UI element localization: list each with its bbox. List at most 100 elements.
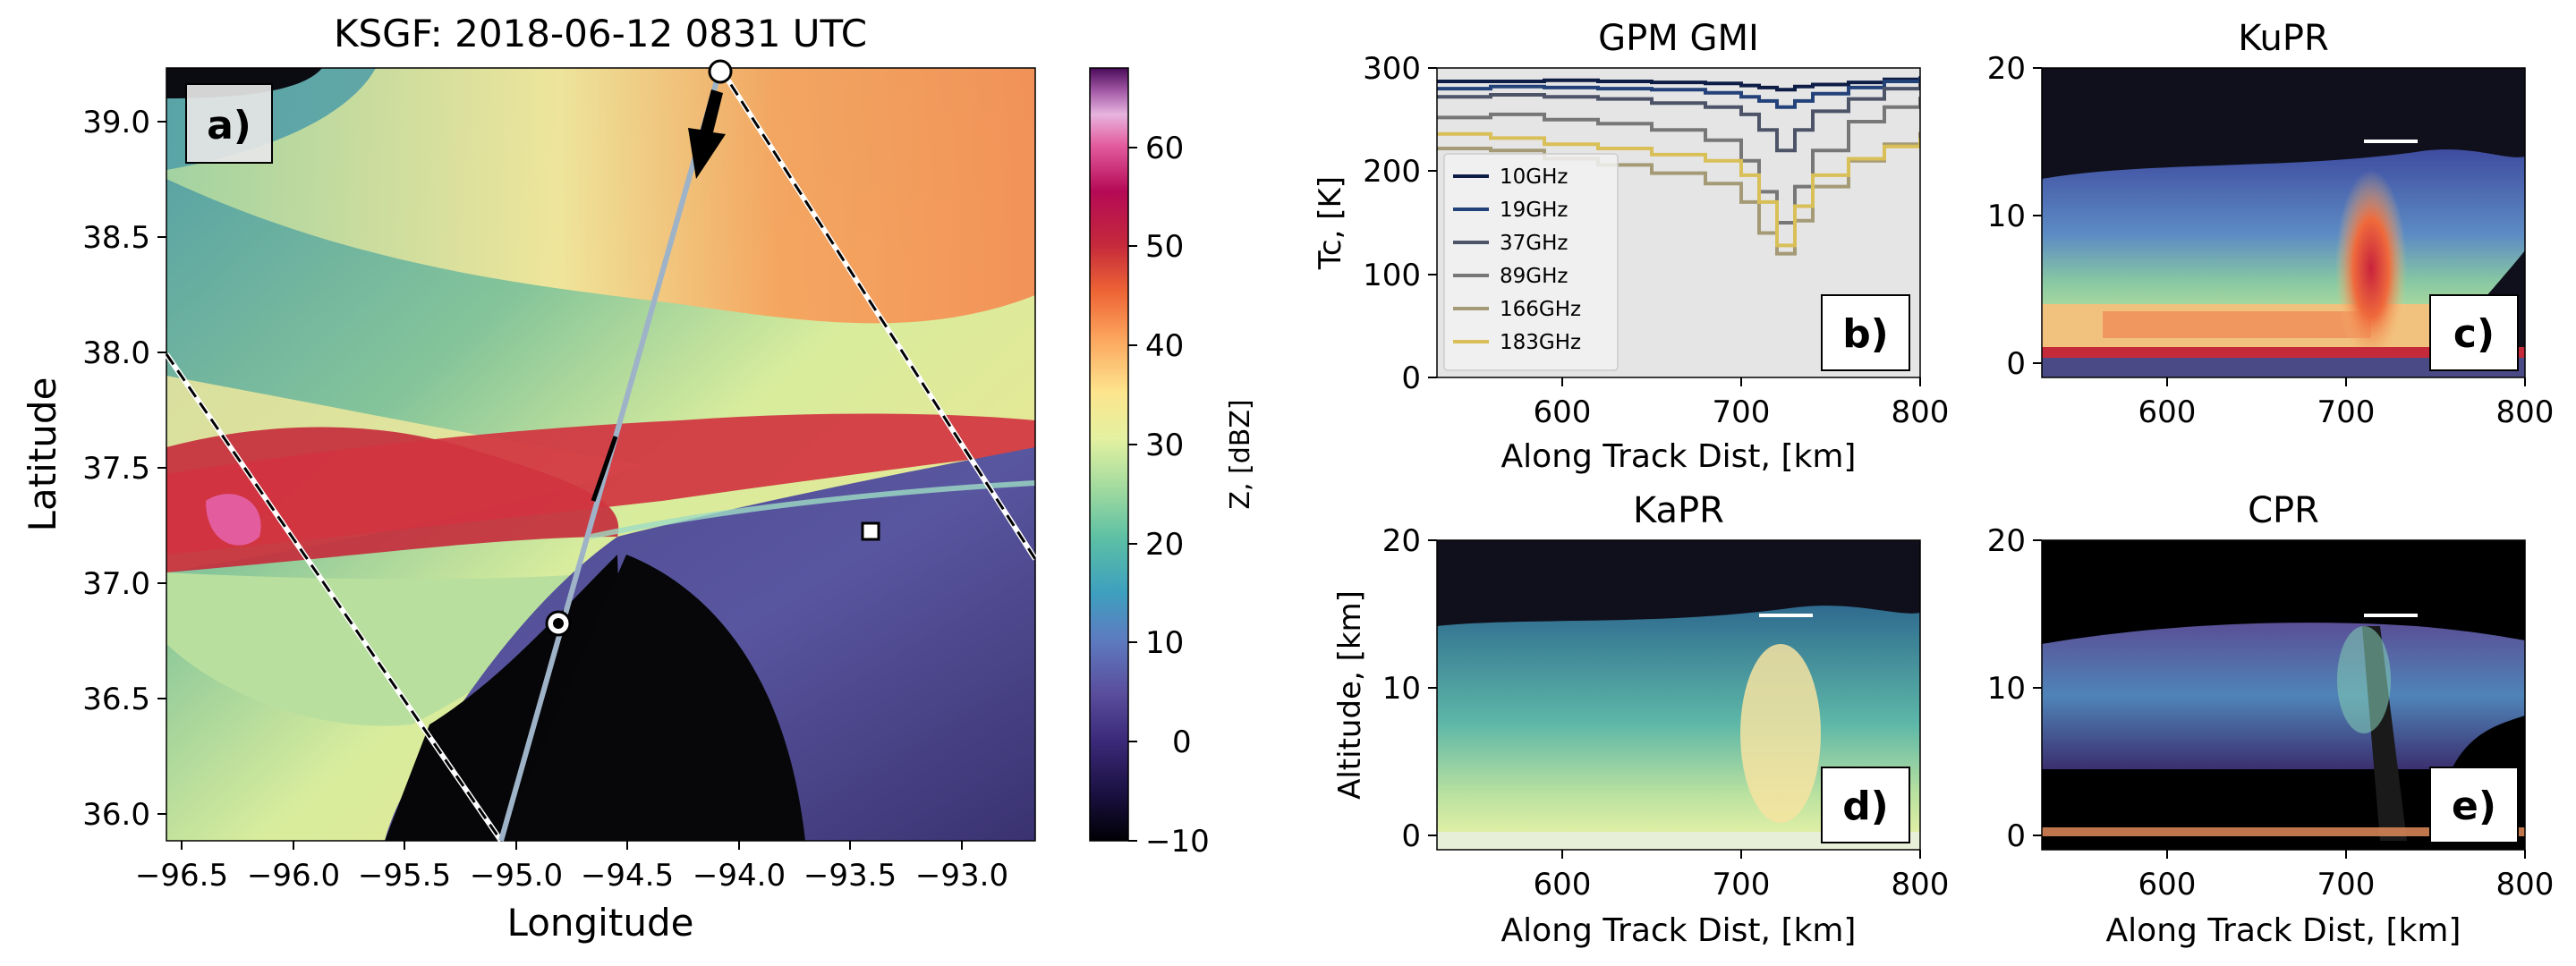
map-xtick-label: −93.0 [915, 858, 1008, 894]
reflectivity-map [166, 68, 1035, 841]
kapr-title: KaPR [1633, 490, 1724, 531]
gmi-xlabel: Along Track Dist, [km] [1501, 438, 1857, 475]
panel-label-e: e) [2452, 784, 2496, 829]
gmi-title: GPM GMI [1598, 18, 1759, 59]
kupr-ytick-label: 0 [2006, 346, 2026, 382]
map-ytick-label: 38.5 [82, 220, 150, 256]
gmi-xtick-label: 800 [1892, 394, 1950, 430]
kapr-xlabel: Along Track Dist, [km] [1501, 912, 1857, 949]
legend-label: 37GHz [1500, 232, 1568, 255]
gmi-line-19ghz [1437, 76, 1920, 109]
axes-frame-d [1436, 539, 1921, 851]
axes-frame-a [166, 67, 1036, 842]
panel-label-a: a) [207, 103, 251, 148]
direction-arrow-icon [688, 89, 726, 179]
map-xtick-label: −93.5 [803, 858, 897, 894]
legend-label: 89GHz [1500, 265, 1568, 288]
gmi-xtick-label: 600 [1534, 394, 1592, 430]
panel-b: 10GHz 19GHz 37GHz 89GHz 166GHz 183GHz b)… [1313, 18, 1949, 475]
kupr-xtick-label: 700 [2317, 394, 2376, 430]
colorbar-gradient [1089, 67, 1129, 842]
cpr-xtick-label: 800 [2496, 867, 2555, 902]
map-xtick-label: −95.0 [470, 858, 563, 894]
colorbar-tick-label: 10 [1145, 625, 1184, 661]
panel-label-d: d) [1842, 784, 1889, 829]
kupr-curtain [2042, 68, 2525, 377]
map-ytick-label: 36.0 [82, 797, 150, 833]
gmi-ytick-label: 100 [1363, 258, 1421, 293]
legend-label: 183GHz [1500, 331, 1581, 354]
gmi-ytick-label: 300 [1363, 51, 1421, 87]
cpr-x-ticks: 600 700 800 [2138, 850, 2555, 902]
kapr-ytick-label: 0 [1401, 818, 1421, 854]
colorbar: Z, [dBZ] −10 0 10 20 30 40 50 60 [1089, 67, 1256, 860]
kapr-xtick-label: 600 [1534, 867, 1592, 902]
kupr-title: KuPR [2238, 18, 2329, 59]
panel-label-box-b [1821, 294, 1910, 371]
panel-label-c: c) [2453, 311, 2495, 357]
kapr-ytick-label: 10 [1382, 671, 1421, 707]
gmi-line-37ghz [1437, 82, 1920, 153]
cpr-xlabel: Along Track Dist, [km] [2106, 912, 2461, 949]
map-xtick-label: −94.0 [693, 858, 786, 894]
gmi-y-ticks: 0 100 200 300 [1363, 51, 1437, 396]
gmi-x-ticks: 600 700 800 [1534, 377, 1950, 430]
colorbar-tick-label: 50 [1145, 229, 1184, 265]
legend-label: 10GHz [1500, 165, 1568, 189]
panel-a: a) KSGF: 2018-06-12 0831 UTC Longitude L… [21, 12, 1038, 945]
panel-label-box-c [2429, 294, 2519, 371]
panel-label-box-d [1821, 767, 1910, 843]
gmi-ylabel: Tc, [K] [1313, 176, 1348, 270]
legend-label: 19GHz [1500, 199, 1568, 222]
axes-frame-b [1436, 67, 1921, 378]
map-title: KSGF: 2018-06-12 0831 UTC [334, 12, 867, 55]
kapr-ylabel: Altitude, [km] [1332, 590, 1368, 800]
axes-frame-e [2041, 539, 2526, 851]
gmi-line-183ghz [1437, 131, 1920, 248]
cpr-xtick-label: 700 [2317, 867, 2376, 902]
map-y-ticks: 36.0 36.5 37.0 37.5 38.0 38.5 39.0 [82, 105, 166, 833]
panel-e: e) CPR Along Track Dist, [km] 0 10 20 60… [1987, 490, 2555, 949]
gmi-line-89ghz [1437, 97, 1920, 225]
cpr-ytick-label: 20 [1987, 523, 2026, 559]
cpr-ytick-label: 10 [1987, 671, 2026, 707]
kupr-xtick-label: 800 [2496, 394, 2555, 430]
map-ytick-label: 38.0 [82, 335, 150, 371]
swath-edge-east [718, 66, 1038, 561]
colorbar-tick-label: 0 [1172, 724, 1192, 760]
gmi-ytick-label: 0 [1401, 360, 1421, 396]
kapr-ytick-label: 20 [1382, 523, 1421, 559]
panel-label-box-e [2429, 767, 2519, 843]
colorbar-tick-label: 20 [1145, 527, 1184, 563]
colorbar-tick-label: 40 [1145, 328, 1184, 364]
panel-label-box-a [185, 83, 273, 164]
gmi-legend: 10GHz 19GHz 37GHz 89GHz 166GHz 183GHz [1443, 153, 1619, 371]
kupr-ytick-label: 20 [1987, 51, 2026, 87]
cpr-curtain [2042, 540, 2525, 850]
gmi-line-10ghz [1437, 77, 1920, 92]
kupr-x-ticks: 600 700 800 [2138, 377, 2555, 430]
map-ytick-label: 36.5 [82, 682, 150, 717]
map-x-ticks: −96.5 −96.0 −95.5 −95.0 −94.5 −94.0 −93.… [135, 841, 1008, 894]
kupr-ytick-label: 10 [1987, 199, 2026, 234]
gmi-xtick-label: 700 [1713, 394, 1771, 430]
panel-label-b: b) [1842, 311, 1889, 357]
kapr-y-ticks: 0 10 20 [1382, 523, 1437, 854]
panel-c: c) KuPR 0 10 20 600 700 800 [1987, 18, 2555, 430]
map-xtick-label: −96.5 [135, 858, 228, 894]
marker-square [861, 521, 880, 541]
kapr-x-ticks: 600 700 800 [1534, 850, 1950, 902]
kapr-xtick-label: 800 [1892, 867, 1950, 902]
colorbar-tick-label: 60 [1145, 131, 1184, 166]
kapr-curtain [1437, 540, 1920, 850]
kupr-xtick-label: 600 [2138, 394, 2197, 430]
axes-frame-c [2041, 67, 2526, 378]
legend-label: 166GHz [1500, 298, 1581, 321]
cpr-ytick-label: 0 [2006, 818, 2026, 854]
kapr-xtick-label: 700 [1713, 867, 1771, 902]
panel-d: d) KaPR Along Track Dist, [km] Altitude,… [1332, 490, 1949, 949]
cpr-xtick-label: 600 [2138, 867, 2197, 902]
colorbar-tick-label: 30 [1145, 428, 1184, 463]
marker-circle-north [708, 59, 733, 84]
